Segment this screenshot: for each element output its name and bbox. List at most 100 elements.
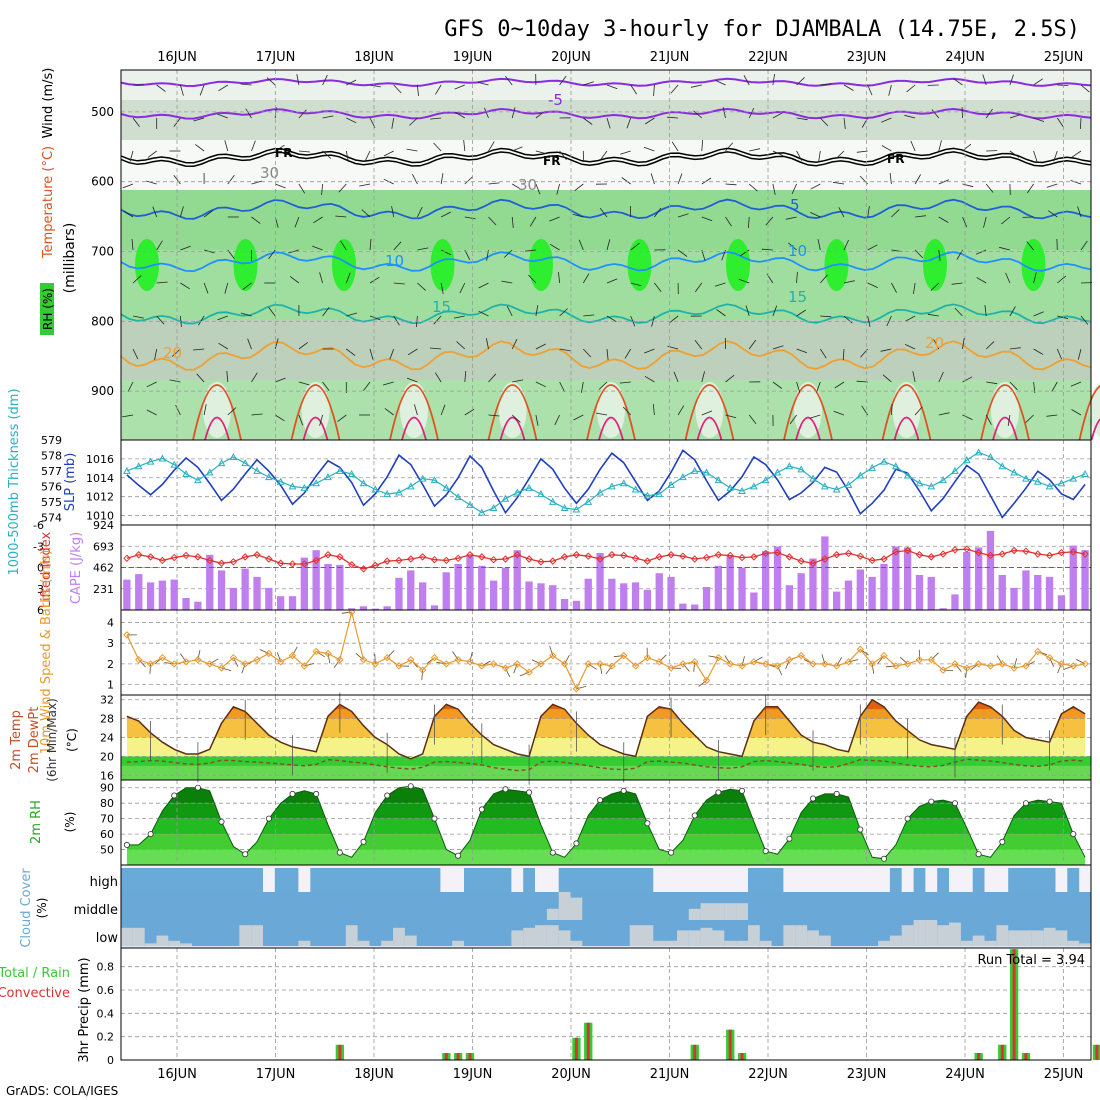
lifted-index-point bbox=[466, 551, 474, 559]
wind10m-point bbox=[1069, 662, 1077, 670]
cloud-cell-partial bbox=[996, 925, 1009, 946]
cloud-cell bbox=[771, 920, 784, 946]
wind-barb bbox=[791, 183, 797, 195]
wind-barb bbox=[268, 249, 276, 260]
lifted-index-point bbox=[750, 553, 758, 561]
cape-bar bbox=[868, 576, 876, 610]
wind-barb bbox=[406, 377, 418, 383]
wind10m-point bbox=[489, 660, 498, 668]
thickness-point bbox=[194, 476, 202, 484]
lifted-index-point bbox=[336, 553, 344, 561]
wind10m-point bbox=[206, 660, 214, 668]
cape-bar bbox=[324, 564, 332, 610]
cloud-cell-partial bbox=[653, 940, 666, 946]
thickness-point bbox=[832, 485, 841, 493]
credit-label: GrADS: COLA/IGES bbox=[6, 1084, 118, 1098]
cloud-cell-partial bbox=[156, 935, 169, 946]
cloud-cell bbox=[274, 892, 288, 920]
cloud-cell bbox=[925, 892, 938, 920]
wind-barb bbox=[147, 150, 157, 158]
rh-point bbox=[502, 786, 509, 793]
wind-barb bbox=[938, 412, 950, 416]
wind-barb bbox=[867, 206, 870, 218]
lifted-index-point bbox=[963, 545, 971, 553]
lifted-index-point bbox=[596, 555, 604, 563]
cloud-cell bbox=[428, 868, 441, 892]
cloud-cell bbox=[369, 868, 382, 892]
thickness-axis-label: 1000-500mb Thickness (dm) bbox=[7, 388, 22, 575]
lifted-index-point bbox=[347, 560, 356, 569]
thickness-point bbox=[1010, 468, 1018, 476]
wind-barb bbox=[933, 339, 940, 350]
wind-barb bbox=[268, 306, 276, 317]
cape-bar bbox=[963, 552, 971, 610]
lifted-index-point bbox=[1034, 550, 1042, 558]
wind10m-point bbox=[927, 656, 936, 664]
bottom-date-label: 20JUN bbox=[551, 1067, 591, 1082]
cloud-cell bbox=[724, 920, 737, 946]
wind-barb bbox=[1001, 216, 1011, 225]
wind10m-point bbox=[371, 660, 380, 668]
wind10m-point bbox=[572, 685, 581, 693]
wind-barb bbox=[796, 348, 808, 354]
rh-point bbox=[762, 848, 769, 855]
wind10m-barb bbox=[698, 680, 707, 687]
cloud-cell bbox=[239, 892, 252, 920]
wind10m-point bbox=[501, 664, 510, 672]
wind-barb bbox=[266, 77, 276, 86]
cloud-cell bbox=[937, 892, 950, 920]
wind-barb bbox=[630, 282, 642, 287]
wind-barb bbox=[247, 338, 252, 350]
wind-barb bbox=[132, 315, 144, 319]
cape-bar bbox=[407, 570, 415, 610]
temperature-axis-label: Temperature (°C) bbox=[41, 146, 56, 259]
wind-barb bbox=[511, 183, 522, 191]
wind10m-barb bbox=[505, 667, 511, 678]
wind-barb bbox=[535, 381, 546, 388]
wind-barb bbox=[654, 282, 662, 292]
cloud-cell bbox=[878, 920, 891, 946]
wind-barb bbox=[369, 315, 381, 321]
rh-axis-label: RH (%) bbox=[41, 288, 55, 330]
wind-barb bbox=[643, 146, 655, 152]
cloud-cell bbox=[901, 868, 914, 892]
lifted-index-point bbox=[513, 551, 521, 559]
thickness-point bbox=[572, 505, 581, 513]
cloud-cell bbox=[830, 868, 844, 892]
wind10m-barb bbox=[777, 665, 783, 676]
wind-barb bbox=[417, 282, 426, 291]
wind-barb bbox=[382, 381, 394, 386]
wind-barb bbox=[796, 150, 803, 161]
wind-barb bbox=[765, 216, 774, 226]
thickness-point bbox=[525, 483, 533, 491]
cloud-high-label: high bbox=[90, 875, 118, 890]
cloud-cell bbox=[795, 868, 808, 892]
cloud-cell bbox=[629, 868, 642, 892]
wind-barb bbox=[867, 244, 878, 251]
lifted-index-point bbox=[620, 551, 628, 560]
wind-barb bbox=[440, 282, 444, 294]
cloud-cell bbox=[428, 920, 441, 946]
precip-tick-label: 0.2 bbox=[97, 1031, 115, 1044]
wind10m-barb bbox=[179, 653, 187, 663]
wind-barb bbox=[598, 381, 608, 390]
cloud-cell-partial bbox=[570, 897, 583, 920]
cloud-cell bbox=[475, 892, 489, 920]
cape-bar bbox=[1081, 550, 1089, 610]
wind-barb bbox=[843, 239, 849, 251]
wind-barb bbox=[914, 406, 923, 416]
wind-barb bbox=[833, 181, 845, 185]
wind-barb bbox=[501, 280, 513, 284]
wind-barb bbox=[340, 240, 347, 251]
cape-bar bbox=[631, 582, 640, 610]
lifted-index-point bbox=[915, 551, 924, 559]
rh-point bbox=[384, 792, 391, 799]
wind-barb bbox=[867, 315, 871, 327]
wind-barb bbox=[833, 410, 845, 416]
wind-barb bbox=[275, 377, 286, 383]
wind-barb bbox=[274, 414, 285, 422]
temperature-band-fill bbox=[126, 699, 1086, 738]
wind-barb bbox=[132, 348, 139, 360]
precip-convective-bar bbox=[456, 1053, 460, 1060]
cloud-cell bbox=[369, 892, 382, 920]
